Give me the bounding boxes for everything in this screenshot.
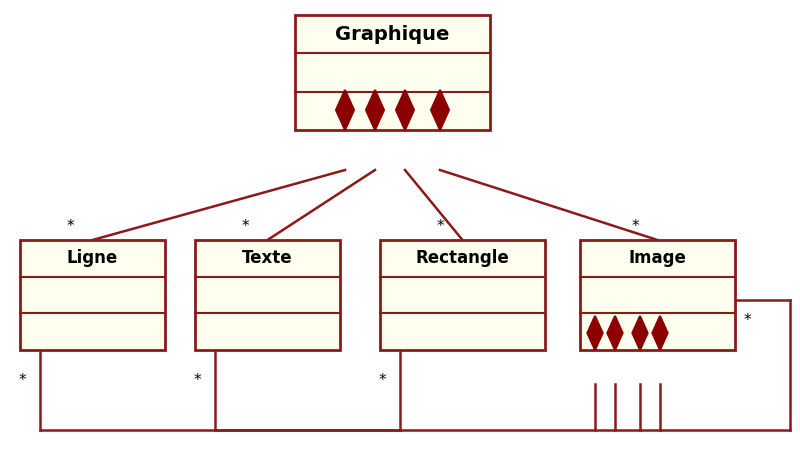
Text: *: * <box>66 219 74 233</box>
Text: *: * <box>743 313 751 328</box>
Text: *: * <box>378 372 386 387</box>
Text: Ligne: Ligne <box>67 249 118 267</box>
Text: Rectangle: Rectangle <box>416 249 510 267</box>
Polygon shape <box>431 90 449 130</box>
Text: *: * <box>632 219 639 233</box>
FancyBboxPatch shape <box>580 240 735 350</box>
Text: *: * <box>242 219 250 233</box>
Polygon shape <box>607 316 622 350</box>
Text: *: * <box>18 372 26 387</box>
Polygon shape <box>336 90 354 130</box>
FancyBboxPatch shape <box>295 15 490 130</box>
Polygon shape <box>652 316 668 350</box>
Text: *: * <box>193 372 201 387</box>
FancyBboxPatch shape <box>380 240 545 350</box>
Text: Texte: Texte <box>242 249 293 267</box>
Polygon shape <box>632 316 648 350</box>
Text: *: * <box>437 219 444 233</box>
Polygon shape <box>587 316 602 350</box>
Polygon shape <box>396 90 414 130</box>
Text: Graphique: Graphique <box>335 25 450 44</box>
FancyBboxPatch shape <box>20 240 165 350</box>
FancyBboxPatch shape <box>195 240 340 350</box>
Text: Image: Image <box>629 249 686 267</box>
Polygon shape <box>366 90 384 130</box>
